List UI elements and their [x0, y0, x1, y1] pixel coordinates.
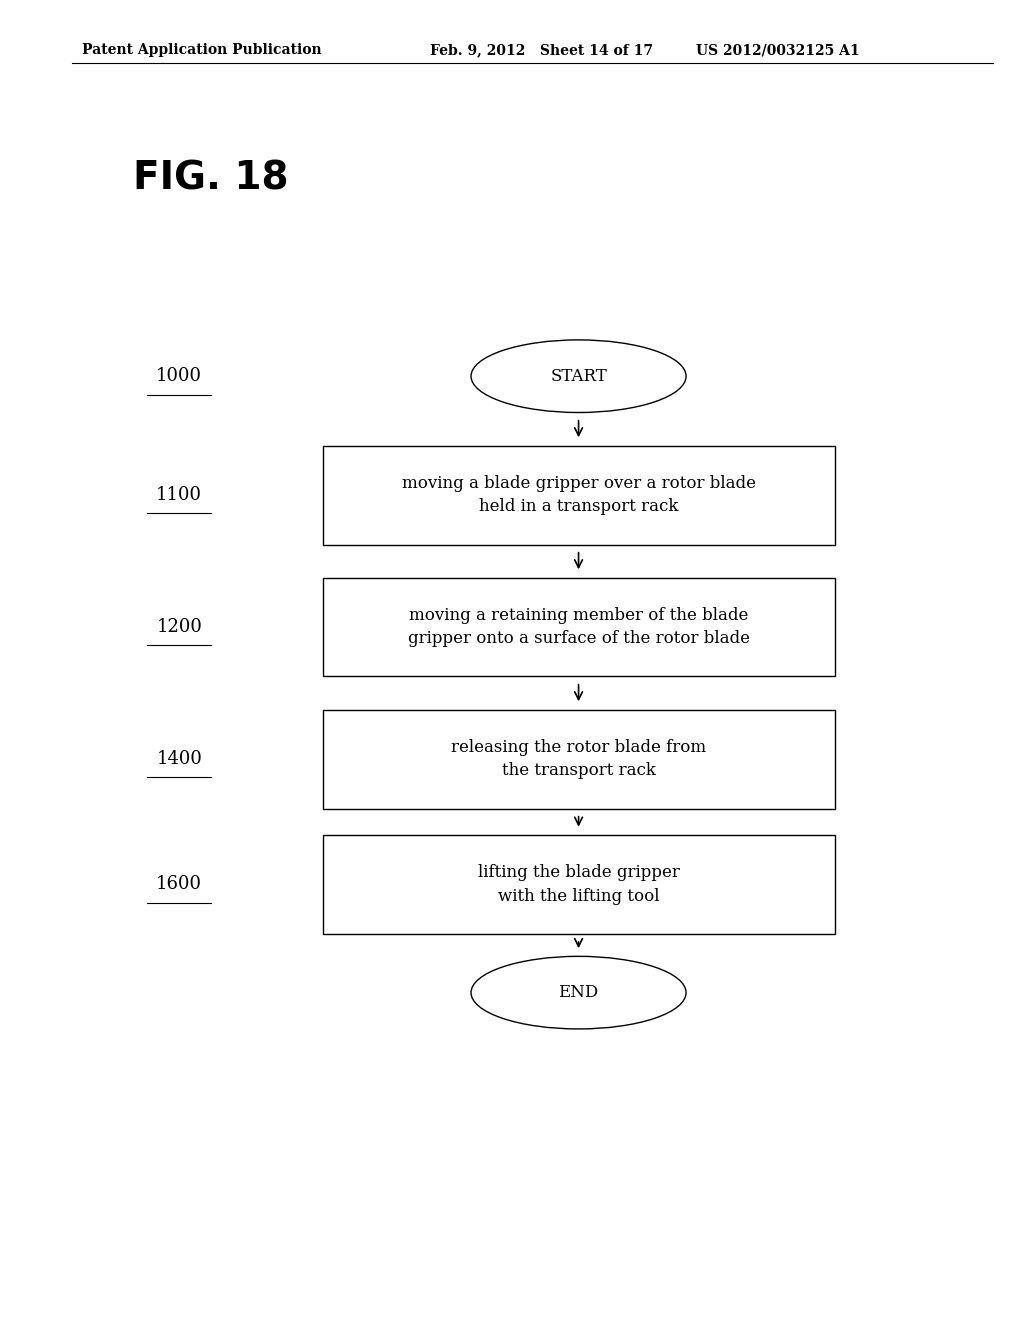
- FancyBboxPatch shape: [323, 446, 835, 544]
- FancyBboxPatch shape: [323, 710, 835, 808]
- Text: 1200: 1200: [157, 618, 202, 636]
- Text: releasing the rotor blade from
the transport rack: releasing the rotor blade from the trans…: [451, 739, 707, 779]
- Text: moving a blade gripper over a rotor blade
held in a transport rack: moving a blade gripper over a rotor blad…: [401, 475, 756, 515]
- Ellipse shape: [471, 956, 686, 1030]
- Text: 1100: 1100: [157, 486, 202, 504]
- Text: Feb. 9, 2012   Sheet 14 of 17: Feb. 9, 2012 Sheet 14 of 17: [430, 44, 653, 57]
- Text: Patent Application Publication: Patent Application Publication: [82, 44, 322, 57]
- Text: 1400: 1400: [157, 750, 202, 768]
- Text: lifting the blade gripper
with the lifting tool: lifting the blade gripper with the lifti…: [477, 865, 680, 904]
- Text: 1600: 1600: [157, 875, 202, 894]
- Text: moving a retaining member of the blade
gripper onto a surface of the rotor blade: moving a retaining member of the blade g…: [408, 607, 750, 647]
- FancyBboxPatch shape: [323, 578, 835, 676]
- Text: 1000: 1000: [157, 367, 202, 385]
- Text: START: START: [550, 368, 607, 384]
- Text: FIG. 18: FIG. 18: [133, 160, 289, 197]
- Text: END: END: [558, 985, 599, 1001]
- FancyBboxPatch shape: [323, 834, 835, 935]
- Ellipse shape: [471, 341, 686, 412]
- Text: US 2012/0032125 A1: US 2012/0032125 A1: [696, 44, 860, 57]
